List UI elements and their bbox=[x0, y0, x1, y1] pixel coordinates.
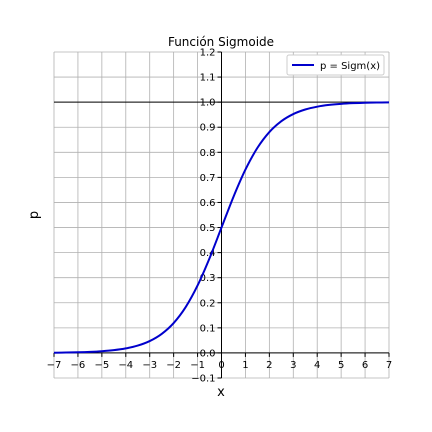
x-tick-label: −1 bbox=[190, 360, 205, 371]
y-tick-label: 1.2 bbox=[200, 48, 216, 59]
x-axis-label: x bbox=[217, 385, 225, 400]
axes bbox=[54, 52, 389, 378]
y-tick-label: 0.8 bbox=[200, 148, 216, 159]
legend: p = Sigm(x) bbox=[286, 54, 385, 76]
y-axis-ticks: −0.1 0.0 0.1 0.2 0.3 0.4 0.5 0.6 0.7 0.8 0.9 1.0 1.1… bbox=[191, 48, 222, 385]
x-tick-label: −3 bbox=[142, 360, 157, 371]
x-tick-label: −5 bbox=[94, 360, 109, 371]
y-tick-label: 0.3 bbox=[200, 273, 216, 284]
x-tick-label: 6 bbox=[362, 360, 368, 371]
x-tick-label: 5 bbox=[338, 360, 344, 371]
x-tick-label: 2 bbox=[266, 360, 272, 371]
x-tick-label: −7 bbox=[47, 360, 62, 371]
series-layer bbox=[53, 101, 390, 354]
y-tick-label: 0.5 bbox=[200, 223, 216, 234]
x-tick-label: 4 bbox=[314, 360, 320, 371]
x-tick-label: 0 bbox=[218, 360, 224, 371]
y-tick-label: 0.6 bbox=[200, 198, 216, 209]
y-tick-label: 0.9 bbox=[200, 123, 216, 134]
series-line-sigmoid bbox=[53, 101, 390, 354]
x-axis-ticks: −7 −6 −5 −4 −3 −2 −1 0 1 2 3 4 5 6 7 bbox=[47, 352, 392, 371]
x-tick-label: −4 bbox=[118, 360, 133, 371]
y-axis-label: p bbox=[27, 211, 42, 219]
y-tick-label: 0.2 bbox=[200, 298, 216, 309]
y-tick-label: −0.1 bbox=[191, 374, 215, 385]
y-tick-label: 0.7 bbox=[200, 173, 216, 184]
legend-label: p = Sigm(x) bbox=[320, 61, 380, 72]
x-tick-label: 1 bbox=[242, 360, 248, 371]
x-tick-label: 7 bbox=[386, 360, 392, 371]
x-tick-label: −6 bbox=[71, 360, 86, 371]
y-tick-label: 1.0 bbox=[200, 98, 216, 109]
legend-box bbox=[286, 54, 385, 76]
chart-title: Función Sigmoide bbox=[168, 35, 274, 49]
x-tick-label: 3 bbox=[290, 360, 296, 371]
y-tick-label: 0.0 bbox=[200, 348, 216, 359]
x-tick-label: −2 bbox=[166, 360, 181, 371]
y-tick-label: 0.4 bbox=[200, 248, 216, 259]
y-tick-label: 1.1 bbox=[200, 73, 216, 84]
y-tick-label: 0.1 bbox=[200, 323, 216, 334]
